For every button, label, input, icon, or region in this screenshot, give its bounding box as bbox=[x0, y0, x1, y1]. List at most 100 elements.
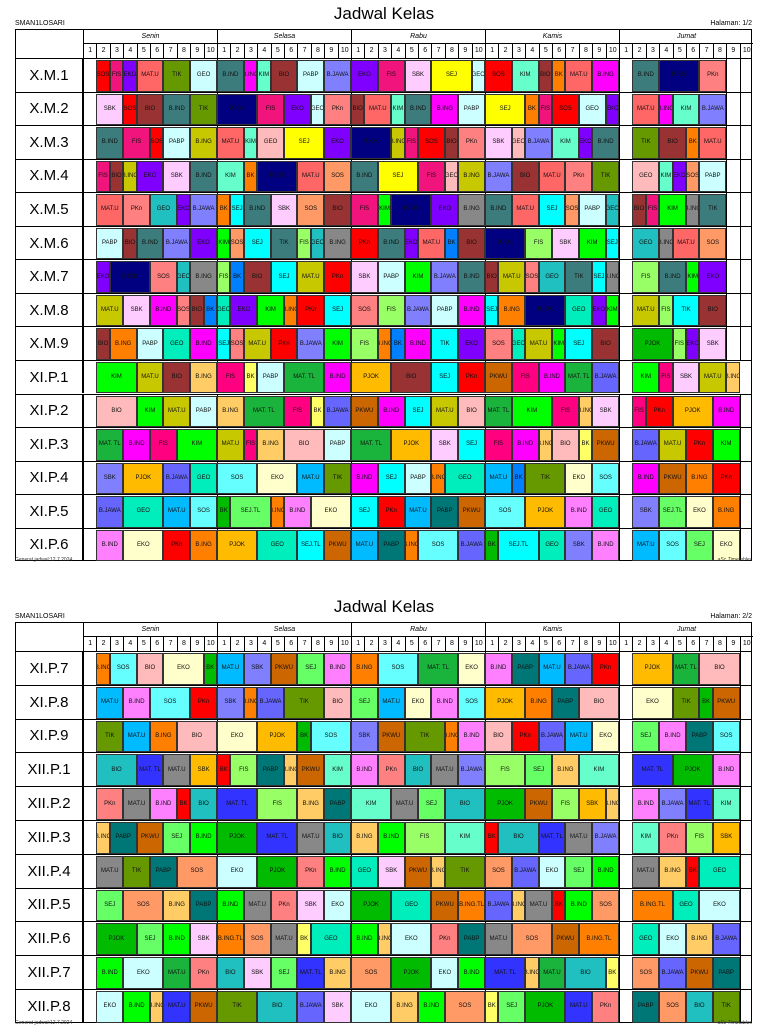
lesson-cell[interactable]: FIS bbox=[150, 429, 177, 461]
lesson-cell[interactable]: PABP bbox=[324, 788, 351, 820]
lesson-cell[interactable]: MAT. TL bbox=[297, 957, 325, 989]
lesson-cell[interactable]: SBK bbox=[592, 395, 619, 428]
lesson-cell[interactable]: BIO bbox=[109, 160, 124, 193]
lesson-cell[interactable]: FIS bbox=[377, 294, 405, 327]
lesson-cell[interactable]: B.JAWA bbox=[458, 754, 485, 787]
lesson-cell[interactable]: PKWU bbox=[552, 923, 579, 956]
lesson-cell[interactable]: B.ING bbox=[391, 127, 405, 159]
lesson-cell[interactable]: B.ING bbox=[686, 462, 713, 495]
lesson-cell[interactable]: MAT.U bbox=[163, 754, 191, 787]
lesson-cell[interactable]: B.IND bbox=[123, 429, 150, 461]
lesson-cell[interactable]: SOS bbox=[444, 991, 485, 1023]
lesson-cell[interactable]: B.ING bbox=[592, 60, 619, 92]
lesson-cell[interactable]: B.IND bbox=[418, 991, 445, 1023]
lesson-cell[interactable]: PKn bbox=[431, 923, 459, 956]
lesson-cell[interactable]: SOS bbox=[686, 160, 700, 193]
lesson-cell[interactable]: PKn bbox=[458, 361, 485, 394]
lesson-cell[interactable]: B.IND bbox=[217, 889, 244, 922]
lesson-cell[interactable]: BK bbox=[310, 395, 325, 428]
lesson-cell[interactable]: SBK bbox=[431, 429, 459, 461]
lesson-cell[interactable]: PABP bbox=[632, 991, 660, 1023]
lesson-cell[interactable]: PKWU bbox=[659, 462, 686, 495]
lesson-cell[interactable]: GEO bbox=[471, 60, 485, 92]
lesson-cell[interactable]: EKO bbox=[712, 529, 740, 562]
lesson-cell[interactable]: SBK bbox=[217, 686, 244, 719]
lesson-cell[interactable]: SOS bbox=[230, 227, 244, 260]
lesson-cell[interactable]: GEO bbox=[163, 328, 191, 360]
lesson-cell[interactable]: MAT.U bbox=[565, 60, 593, 92]
lesson-cell[interactable]: B.ING bbox=[324, 227, 351, 260]
lesson-cell[interactable]: PJOK bbox=[632, 328, 673, 360]
lesson-cell[interactable]: EKO bbox=[404, 227, 418, 260]
lesson-cell[interactable]: BK bbox=[552, 60, 566, 92]
lesson-cell[interactable]: SBK bbox=[672, 361, 700, 394]
lesson-cell[interactable]: SEJ bbox=[605, 227, 619, 260]
lesson-cell[interactable]: PJOK bbox=[351, 889, 392, 922]
lesson-cell[interactable]: EKO bbox=[351, 991, 392, 1023]
lesson-cell[interactable]: PJOK bbox=[659, 60, 700, 92]
lesson-cell[interactable]: B.ING bbox=[538, 429, 552, 461]
lesson-cell[interactable]: MAT.U bbox=[632, 855, 660, 888]
lesson-cell[interactable]: MAT.U bbox=[243, 328, 271, 360]
lesson-cell[interactable]: GEO bbox=[444, 160, 459, 193]
lesson-cell[interactable]: MAT.U bbox=[538, 160, 566, 193]
lesson-cell[interactable]: GEO bbox=[672, 889, 700, 922]
lesson-cell[interactable]: SOS bbox=[485, 855, 512, 888]
lesson-cell[interactable]: B.IND bbox=[123, 991, 150, 1023]
lesson-cell[interactable]: MAT.U bbox=[96, 194, 124, 226]
lesson-cell[interactable]: EKO bbox=[217, 720, 258, 753]
lesson-cell[interactable]: FIS bbox=[485, 754, 526, 787]
lesson-cell[interactable]: B.IND bbox=[632, 60, 660, 92]
lesson-cell[interactable]: EKO bbox=[605, 93, 619, 126]
lesson-cell[interactable]: TIK bbox=[672, 686, 700, 719]
lesson-cell[interactable]: BIO bbox=[552, 429, 579, 461]
lesson-cell[interactable]: BIO bbox=[458, 395, 485, 428]
lesson-cell[interactable]: KIM bbox=[257, 60, 271, 92]
lesson-cell[interactable]: MAT.U bbox=[699, 361, 727, 394]
lesson-cell[interactable]: FIS bbox=[217, 261, 231, 293]
lesson-cell[interactable]: SBK bbox=[565, 529, 593, 562]
lesson-cell[interactable]: SOS bbox=[297, 194, 325, 226]
lesson-cell[interactable]: TIK bbox=[217, 991, 258, 1023]
lesson-cell[interactable]: KIM bbox=[444, 822, 485, 854]
lesson-cell[interactable]: B.IND bbox=[136, 227, 164, 260]
lesson-cell[interactable]: MAT.U bbox=[565, 720, 593, 753]
lesson-cell[interactable]: SEJ bbox=[525, 754, 552, 787]
lesson-cell[interactable]: B.JAWA bbox=[324, 395, 351, 428]
lesson-cell[interactable]: B.JAWA bbox=[538, 720, 566, 753]
lesson-cell[interactable]: TIK bbox=[632, 127, 660, 159]
lesson-cell[interactable]: TIK bbox=[96, 720, 124, 753]
lesson-cell[interactable]: B.ING bbox=[458, 194, 485, 226]
lesson-cell[interactable]: EKO bbox=[431, 194, 459, 226]
lesson-cell[interactable]: SEJ bbox=[565, 855, 593, 888]
lesson-cell[interactable]: PKWU bbox=[351, 395, 378, 428]
lesson-cell[interactable]: SBK bbox=[351, 261, 378, 293]
lesson-cell[interactable]: PKn bbox=[270, 328, 298, 360]
lesson-cell[interactable]: BK bbox=[444, 227, 459, 260]
lesson-cell[interactable]: PABP bbox=[136, 328, 164, 360]
lesson-cell[interactable]: KIM bbox=[404, 261, 432, 293]
lesson-cell[interactable]: MAT.U bbox=[123, 720, 150, 753]
lesson-cell[interactable]: SEJ.TL bbox=[659, 496, 686, 528]
lesson-cell[interactable]: TIK bbox=[444, 855, 485, 888]
lesson-cell[interactable]: B.JAWA bbox=[511, 855, 539, 888]
lesson-cell[interactable]: TIK bbox=[270, 227, 298, 260]
lesson-cell[interactable]: SEJ bbox=[592, 261, 606, 293]
lesson-cell[interactable]: SOS bbox=[176, 294, 191, 327]
lesson-cell[interactable]: B.ING bbox=[297, 788, 325, 820]
lesson-cell[interactable]: GEO bbox=[632, 227, 660, 260]
lesson-cell[interactable]: SBK bbox=[123, 294, 150, 327]
lesson-cell[interactable]: B.JAWA bbox=[699, 93, 727, 126]
lesson-cell[interactable]: B.IND bbox=[243, 194, 271, 226]
lesson-cell[interactable]: FIS bbox=[511, 361, 539, 394]
lesson-cell[interactable]: FIS bbox=[284, 395, 311, 428]
lesson-cell[interactable]: BK bbox=[485, 529, 499, 562]
lesson-cell[interactable]: B.IND bbox=[324, 653, 351, 685]
lesson-cell[interactable]: B.ING.TL bbox=[217, 923, 244, 956]
lesson-cell[interactable]: EKO bbox=[230, 294, 258, 327]
lesson-cell[interactable]: KIM bbox=[632, 361, 660, 394]
lesson-cell[interactable]: PJOK bbox=[485, 788, 526, 820]
lesson-cell[interactable]: EKO bbox=[458, 328, 485, 360]
lesson-cell[interactable]: TIK bbox=[324, 462, 351, 495]
lesson-cell[interactable]: B.ING bbox=[605, 788, 619, 820]
